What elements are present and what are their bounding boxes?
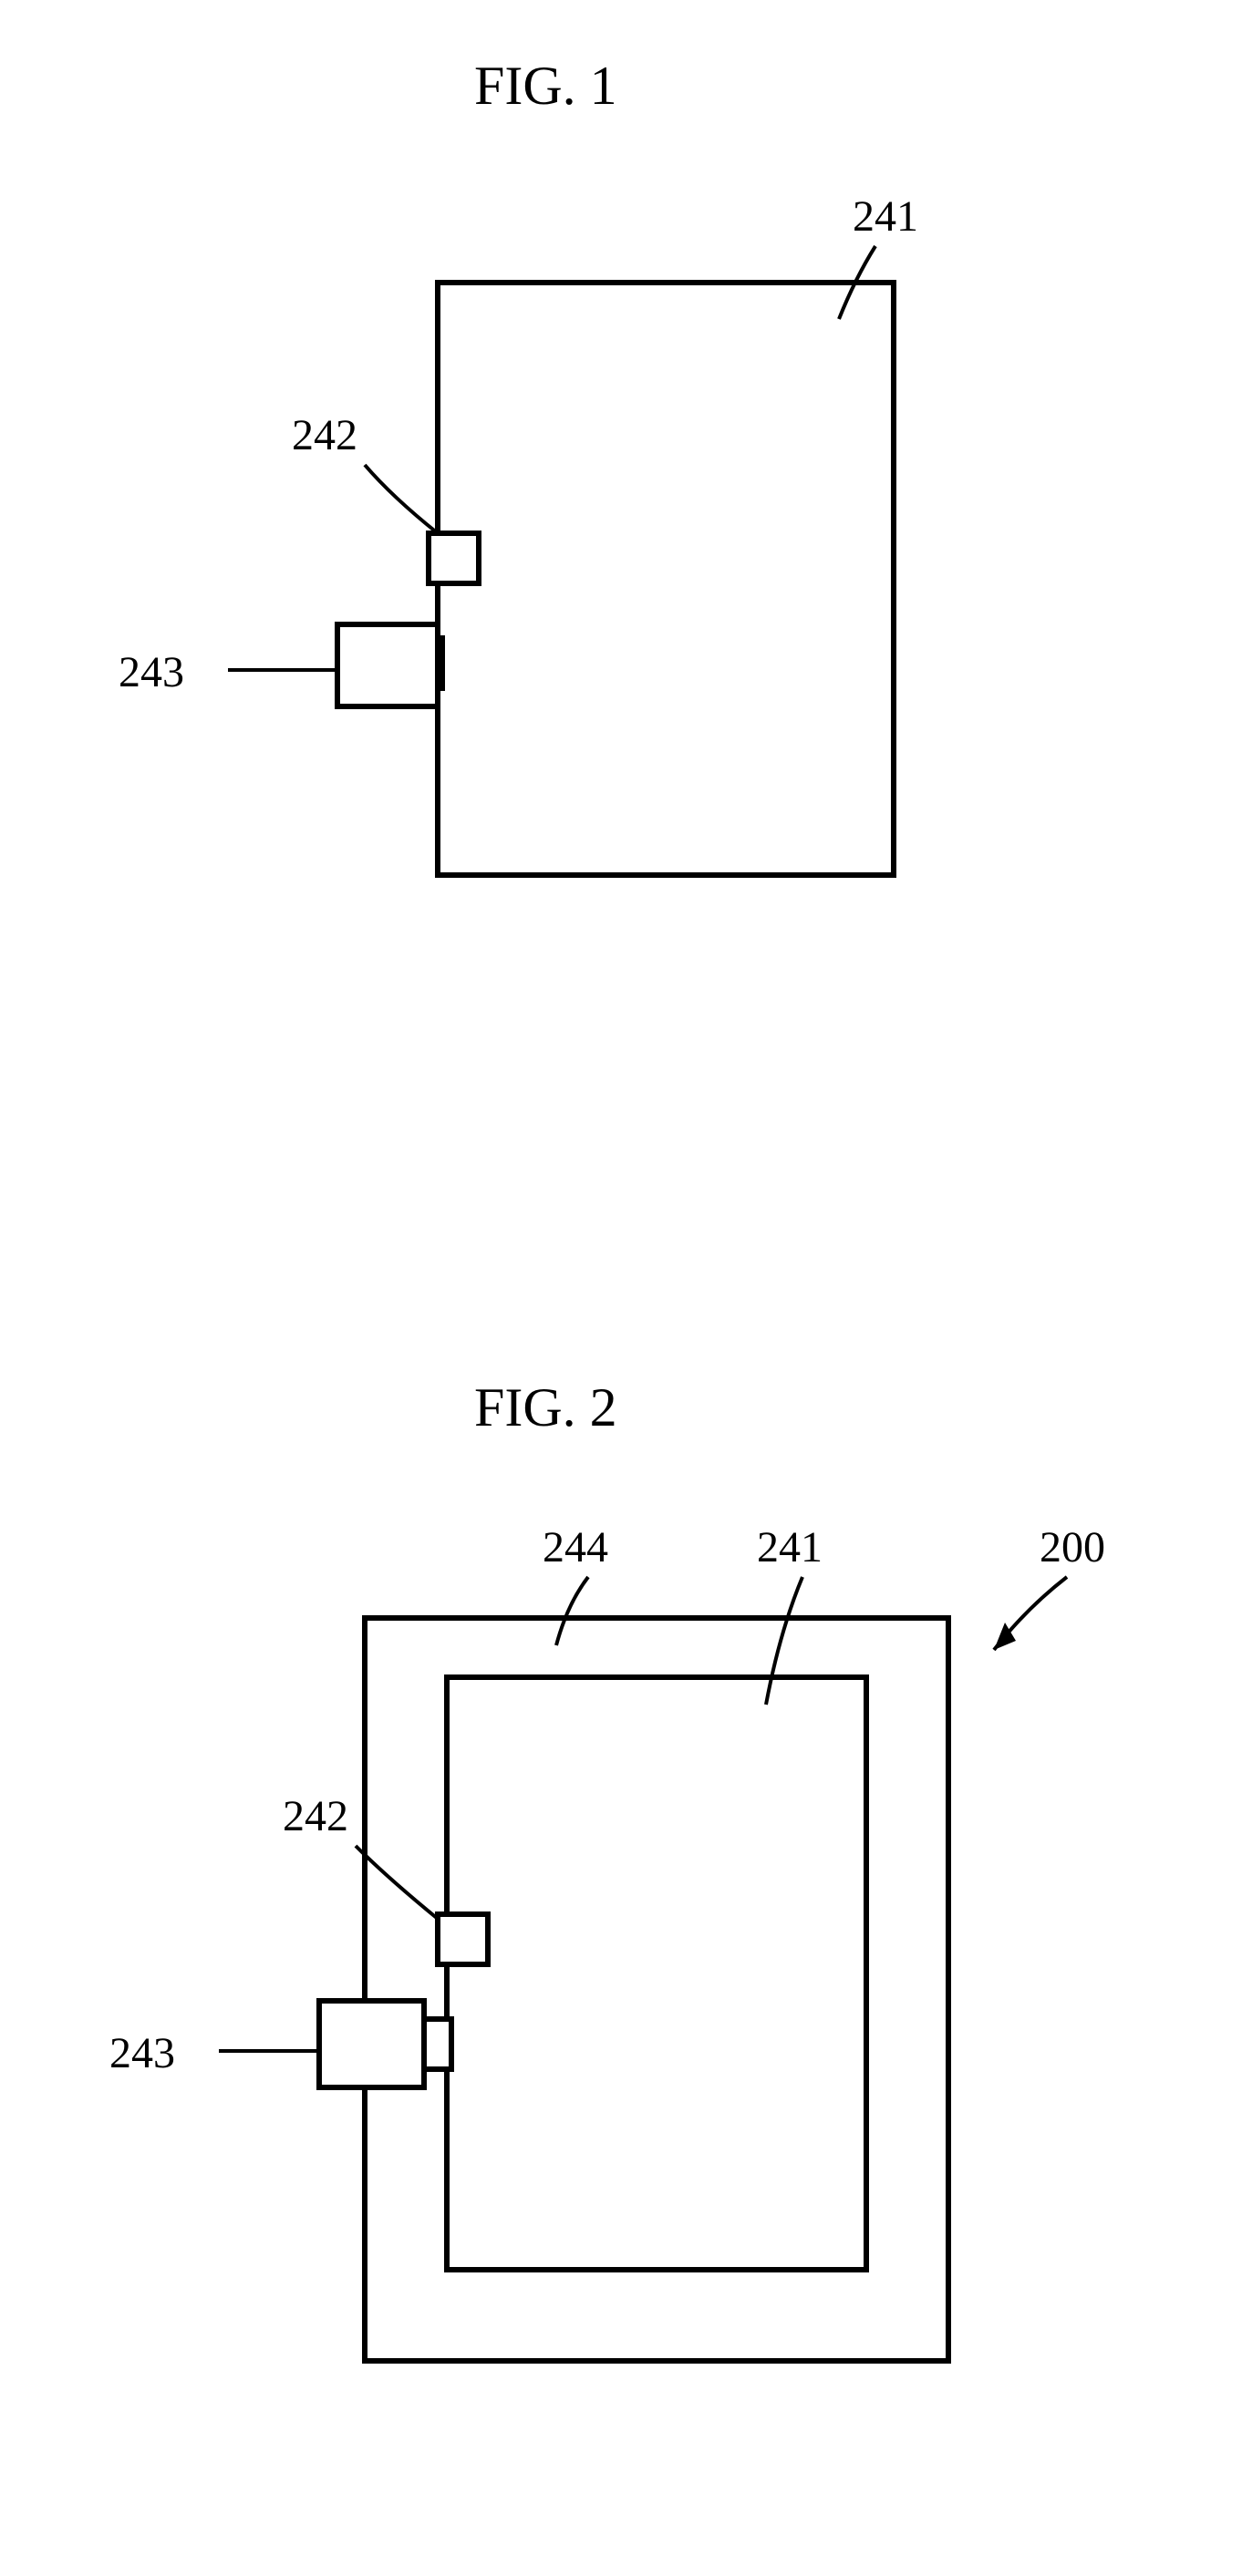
fig1-leader-242	[365, 465, 438, 533]
fig2-label-243: 243	[109, 2028, 175, 2078]
fig2-small-box	[438, 1914, 488, 1964]
fig1-small-box	[429, 533, 479, 583]
fig2-big-box	[319, 2001, 424, 2087]
fig1-main-rect	[438, 283, 894, 875]
fig1-label-243: 243	[119, 647, 184, 697]
fig2-inner-rect	[447, 1677, 866, 2270]
fig2-label-241: 241	[757, 1522, 823, 1572]
fig1-label-242: 242	[292, 410, 357, 460]
fig2-label-244: 244	[543, 1522, 608, 1572]
diagram-svg	[0, 0, 1242, 2576]
fig1-big-box	[337, 624, 438, 706]
page: FIG. 1 FIG. 2	[0, 0, 1242, 2576]
fig1-label-241: 241	[853, 191, 918, 242]
fig2-label-242: 242	[283, 1791, 348, 1841]
fig2-label-200: 200	[1040, 1522, 1105, 1572]
